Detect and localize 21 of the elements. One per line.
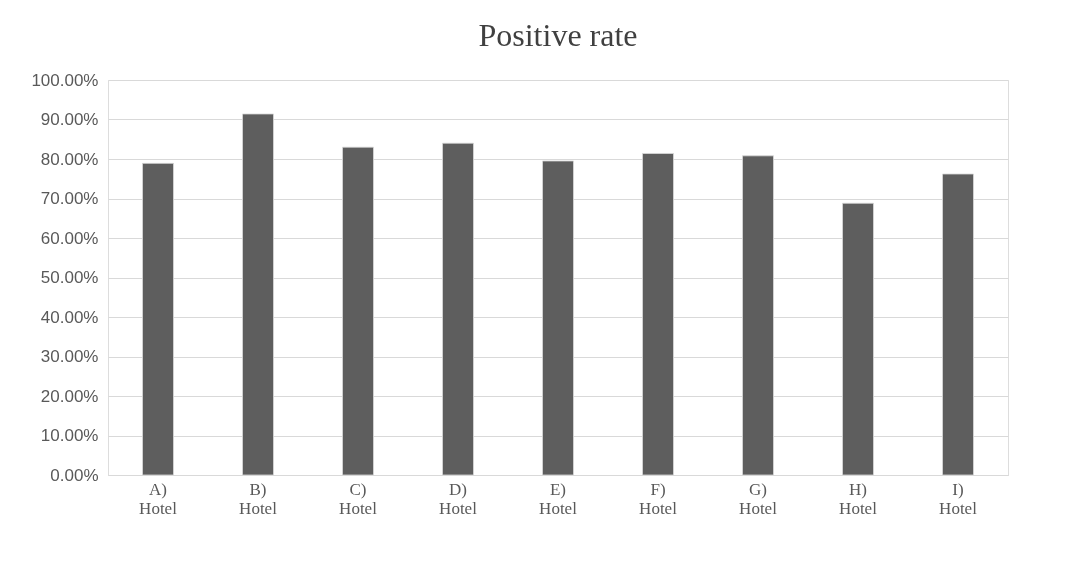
x-tick-label: B) Hotel	[239, 479, 278, 518]
y-tick-label: 60.00%	[40, 228, 99, 248]
y-tick-label: 40.00%	[40, 307, 99, 327]
y-tick-label: 80.00%	[40, 149, 99, 169]
x-tick-label: A) Hotel	[139, 479, 178, 518]
x-tick-label: G) Hotel	[739, 479, 778, 518]
x-tick-label: E) Hotel	[539, 479, 578, 518]
y-tick-label: 70.00%	[40, 189, 99, 208]
y-tick-label: 20.00%	[40, 386, 99, 406]
y-tick-label: 100.00%	[31, 70, 99, 90]
y-tick-label: 90.00%	[40, 110, 99, 129]
chart-title: Positive rate	[478, 17, 638, 53]
x-tick-label: C) Hotel	[339, 479, 378, 518]
x-tick-label: I) Hotel	[939, 479, 978, 518]
y-tick-label: 0.00%	[50, 465, 99, 485]
x-tick-label: H) Hotel	[839, 479, 878, 518]
y-tick-label: 10.00%	[40, 426, 99, 445]
x-tick-label: D) Hotel	[439, 479, 478, 518]
y-tick-label: 50.00%	[40, 268, 99, 287]
x-tick-label: F) Hotel	[639, 479, 678, 518]
y-tick-label: 30.00%	[40, 347, 99, 366]
